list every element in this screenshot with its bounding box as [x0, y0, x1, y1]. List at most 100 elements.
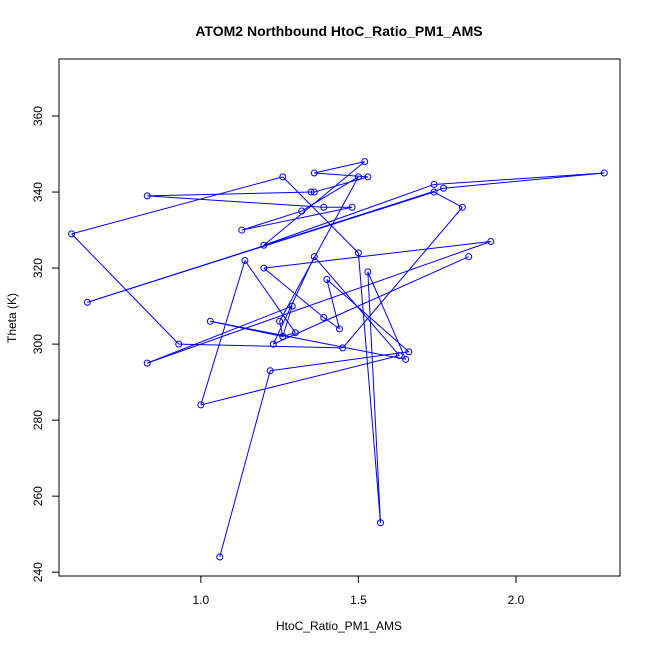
data-point [241, 256, 249, 264]
data-point [364, 268, 372, 276]
series-layer [68, 158, 608, 561]
series-segment [314, 161, 365, 174]
data-point [376, 519, 384, 527]
data-point [288, 302, 296, 310]
data-point [206, 317, 214, 325]
y-axis-label: Theta (K) [5, 293, 19, 343]
data-point [323, 275, 331, 283]
series-segment [326, 279, 340, 330]
data-point [361, 158, 369, 166]
series-segment [279, 176, 359, 322]
data-point [364, 173, 372, 181]
series-segment [313, 256, 400, 356]
x-tick-label: 1.0 [192, 593, 209, 607]
data-point [143, 359, 151, 367]
y-axis: 240 260 280 300 320 340 360 [31, 106, 60, 582]
data-point [440, 184, 448, 192]
data-point [175, 340, 183, 348]
series-segment [200, 260, 246, 406]
series-segment [241, 210, 302, 231]
y-tick-label: 360 [31, 106, 45, 126]
series-segment [263, 267, 325, 318]
data-point [430, 180, 438, 188]
data-point [348, 203, 356, 211]
y-tick-label: 260 [31, 486, 45, 506]
data-point [260, 264, 268, 272]
data-point [266, 367, 274, 375]
x-axis-label: HtoC_Ratio_PM1_AMS [276, 619, 402, 633]
data-point [310, 169, 318, 177]
y-tick-label: 320 [31, 258, 45, 278]
series-segment [200, 355, 400, 406]
series-segment [241, 206, 353, 231]
data-point [276, 317, 284, 325]
data-point [430, 188, 438, 196]
chart-title: ATOM2 Northbound HtoC_Ratio_PM1_AMS [195, 23, 482, 39]
data-point [291, 329, 299, 337]
data-point [310, 253, 318, 261]
series-segment [357, 252, 381, 523]
data-point [197, 401, 205, 409]
data-point [320, 203, 328, 211]
series-segment [367, 271, 381, 523]
data-point [354, 173, 362, 181]
series-segment [367, 271, 407, 360]
series-segment [342, 206, 463, 349]
series-segment [301, 176, 359, 212]
series-segment [244, 260, 296, 333]
data-point [68, 230, 76, 238]
series-segment [263, 183, 435, 246]
data-point [307, 188, 315, 196]
y-tick-label: 340 [31, 182, 45, 202]
series-segment [210, 320, 406, 360]
x-tick-label: 2.0 [508, 593, 525, 607]
plot-frame [58, 58, 621, 577]
series-segment [147, 240, 491, 364]
data-point [260, 241, 268, 249]
series-segment [87, 187, 444, 303]
x-axis: 1.0 1.5 2.0 [192, 575, 525, 607]
series-segment [443, 172, 605, 189]
y-tick-label: 300 [31, 334, 45, 354]
series-segment [433, 191, 463, 208]
data-point [395, 352, 403, 360]
data-point [143, 192, 151, 200]
series-segment [178, 343, 343, 349]
series-segment [71, 176, 283, 235]
series-segment [147, 305, 293, 364]
series-segment [147, 191, 312, 197]
data-point [269, 340, 277, 348]
series-segment [272, 256, 315, 345]
data-point [487, 237, 495, 245]
series-segment [282, 332, 296, 337]
data-point [354, 249, 362, 257]
series-segment [314, 172, 368, 178]
series-segment [273, 256, 469, 345]
data-point [279, 333, 287, 341]
x-tick-label: 1.5 [350, 593, 367, 607]
series-segment [434, 172, 605, 185]
series-segment [263, 240, 491, 269]
series-segment [270, 351, 409, 372]
data-point [279, 173, 287, 181]
data-point [458, 203, 466, 211]
y-tick-label: 240 [31, 562, 45, 582]
series-segment [282, 176, 359, 254]
data-point [402, 355, 410, 363]
data-point [238, 226, 246, 234]
data-point [298, 207, 306, 215]
series-segment [326, 279, 410, 353]
data-point [320, 314, 328, 321]
series-segment [147, 195, 324, 208]
series-segment [219, 370, 271, 558]
data-point [339, 344, 347, 352]
data-point [83, 298, 91, 306]
data-point [310, 188, 318, 196]
y-tick-label: 280 [31, 410, 45, 430]
data-point [336, 325, 343, 333]
series-segment [71, 233, 180, 345]
data-point [465, 253, 473, 261]
data-point [600, 169, 608, 177]
